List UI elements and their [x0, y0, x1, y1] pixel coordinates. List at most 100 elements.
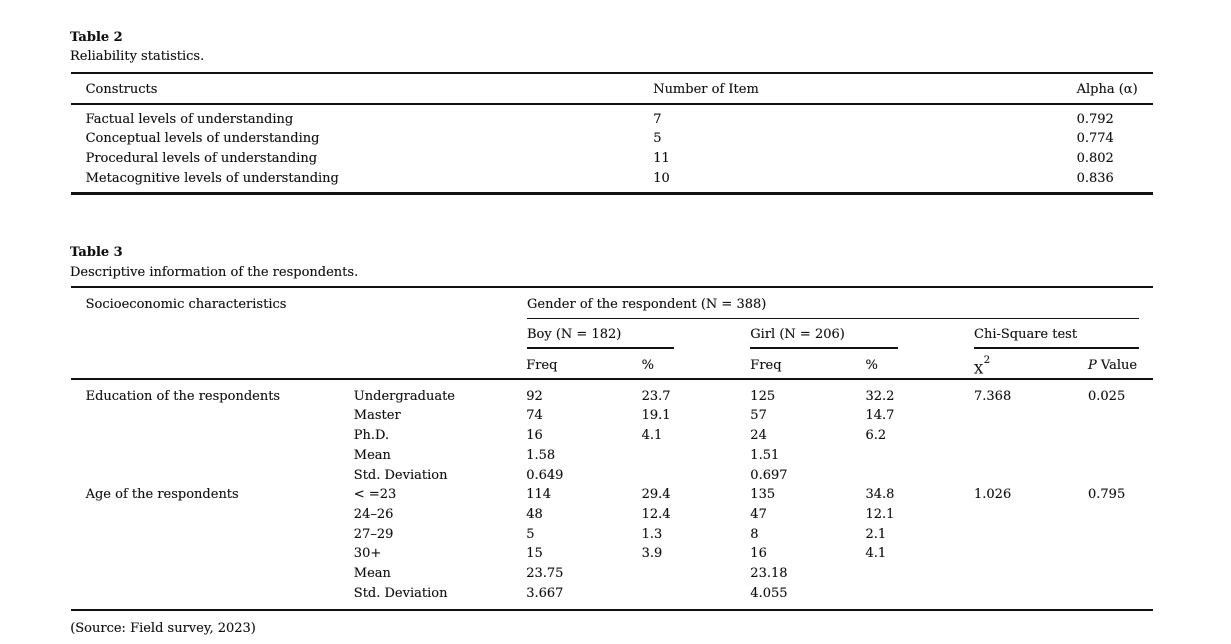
table2-cell: 0.774: [1076, 131, 1114, 147]
table3-cell: 1.026: [974, 487, 1012, 503]
table3-cell: < =23: [353, 487, 397, 503]
table3-cell: Mean: [353, 565, 391, 581]
table3-header-x2: X2: [974, 355, 991, 380]
table3-cell: 4.055: [750, 585, 788, 601]
table3-top-rule: [71, 285, 1153, 288]
table2-cell: 0.836: [1076, 170, 1114, 186]
table3-row: Std. Deviation 0.649 0.697: [0, 466, 1231, 486]
table3-cell: 14.7: [865, 408, 895, 424]
table3-header-p-value: P Value: [1088, 356, 1137, 376]
table3-cell: 15: [526, 546, 543, 562]
table3-cell: 34.8: [865, 487, 895, 503]
table3-header-girl-pct: %: [865, 357, 878, 373]
table3-cell: 0.025: [1088, 388, 1126, 404]
table3-cell: Ph.D.: [353, 428, 390, 444]
table3-boy-group-rule: [527, 347, 674, 349]
table3-row: Master 74 19.1 57 14.7: [0, 406, 1231, 426]
table3-cell: 3.667: [526, 585, 564, 601]
table3-cell: 8: [750, 526, 759, 542]
table2-cell: Conceptual levels of understanding: [85, 131, 320, 147]
table3-cell: 12.1: [865, 506, 895, 522]
table3-cell: 1.3: [641, 526, 663, 542]
table3-cell: 1.51: [750, 447, 780, 463]
table3-gender-group-rule: [527, 317, 1139, 320]
table2-row: Factual levels of understanding 7 0.792: [0, 110, 1231, 130]
table2-row: Procedural levels of understanding 11 0.80…: [0, 149, 1231, 169]
table3-cell: 57: [750, 408, 767, 424]
table3-cell: 1.58: [526, 447, 556, 463]
table3-caption-text: Descriptive information of the responden…: [70, 265, 359, 281]
table3-header-gender-group: Gender of the respondent (N = 388): [527, 297, 767, 313]
table3-cell: 135: [750, 487, 776, 503]
table3-cell: 6.2: [865, 428, 887, 444]
table3-cell: 7.368: [974, 388, 1012, 404]
table3-row: Mean 23.75 23.18: [0, 564, 1231, 584]
source-note: (Source: Field survey, 2023): [70, 620, 256, 636]
table3-cell: Mean: [353, 447, 391, 463]
table2-caption-text: Reliability statistics.: [70, 49, 205, 65]
table3-cell: 47: [750, 506, 767, 522]
table3-cell: 4.1: [865, 546, 887, 562]
table3-row: Std. Deviation 3.667 4.055: [0, 584, 1231, 604]
table3-cell: 23.75: [526, 565, 564, 581]
table2-label: Table 2: [70, 29, 123, 45]
table2-caption: Table 2 Reliability statistics.: [70, 28, 204, 67]
table3-cell: Age of the respondents: [85, 487, 239, 503]
table3-row: Age of the respondents < =23 114 29.4 135 34.…: [0, 485, 1231, 505]
table3-cell: 125: [750, 388, 776, 404]
table3-chi-group-rule: [974, 347, 1139, 349]
table2-cell: 0.792: [1076, 111, 1114, 127]
table3-bottom-rule: [71, 608, 1153, 611]
table2-row: Conceptual levels of understanding 5 0.774: [0, 129, 1231, 149]
x2-superscript: 2: [983, 355, 991, 367]
table3-cell: 12.4: [641, 506, 671, 522]
table3-cell: Std. Deviation: [353, 585, 448, 601]
x2-base: X: [974, 362, 984, 378]
table3-row: Mean 1.58 1.51: [0, 446, 1231, 466]
table3-cell: 19.1: [641, 408, 671, 424]
table3-cell: 92: [526, 388, 543, 404]
table3-header-boy-group: Boy (N = 182): [527, 327, 622, 343]
table3-cell: 23.7: [641, 388, 671, 404]
table3-cell: 29.4: [641, 487, 671, 503]
table3-cell: 2.1: [865, 526, 887, 542]
p-rest: Value: [1096, 357, 1138, 373]
table3-cell: 0.649: [526, 467, 564, 483]
table2-header-alpha: Alpha (α): [1076, 81, 1138, 97]
p-italic: P: [1088, 357, 1097, 373]
table2-cell: Factual levels of understanding: [85, 111, 294, 127]
table3-cell: 3.9: [641, 546, 663, 562]
table2-body: Factual levels of understanding 7 0.792 Con…: [0, 110, 1231, 189]
table2-cell: Procedural levels of understanding: [85, 151, 318, 167]
table3-body: Education of the respondents Undergraduat…: [0, 387, 1231, 604]
table3-header-socioeconomic: Socioeconomic characteristics: [85, 297, 287, 313]
table3-cell: Undergraduate: [353, 388, 456, 404]
table2-cell: 5: [653, 131, 662, 147]
table3-header-bottom-rule: [71, 377, 1153, 381]
table2-top-rule: [71, 72, 1153, 75]
table2-cell: 0.802: [1076, 151, 1114, 167]
table3-cell: 23.18: [750, 565, 788, 581]
table2-header-number-of-item: Number of Item: [653, 81, 759, 97]
table3-cell: 16: [526, 428, 543, 444]
table3-girl-group-rule: [750, 347, 898, 349]
table3-row: 27–29 5 1.3 8 2.1: [0, 525, 1231, 545]
table3-cell: 74: [526, 408, 543, 424]
table3-label: Table 3: [70, 245, 123, 261]
table3-row: Education of the respondents Undergraduat…: [0, 387, 1231, 407]
table3-cell: 114: [526, 487, 552, 503]
table3-caption: Table 3 Descriptive information of the r…: [70, 243, 358, 282]
table3-cell: 0.795: [1088, 487, 1126, 503]
table3-header-boy-pct: %: [641, 357, 654, 373]
table3-header-chi-group: Chi-Square test: [974, 327, 1078, 343]
table3-row: 24–26 48 12.4 47 12.1: [0, 505, 1231, 525]
table2-cell: 11: [653, 151, 670, 167]
table3-header-girl-group: Girl (N = 206): [750, 327, 845, 343]
table3-cell: 0.697: [750, 467, 788, 483]
table3-cell: 24: [750, 428, 767, 444]
table3-cell: 24–26: [353, 506, 394, 522]
table3-cell: Education of the respondents: [85, 388, 281, 404]
table2-bottom-rule: [71, 192, 1153, 195]
table3-header-boy-freq: Freq: [526, 357, 558, 373]
